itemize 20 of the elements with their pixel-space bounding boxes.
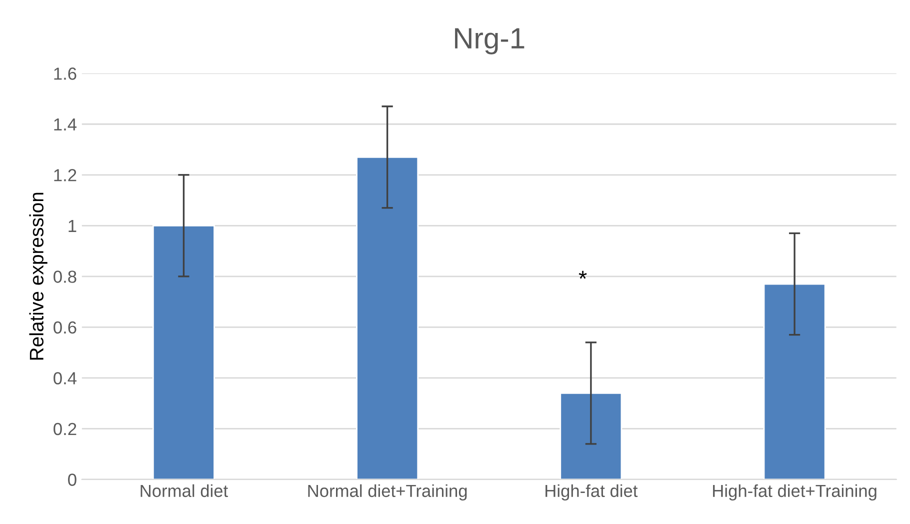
y-tick-label: 0: [68, 474, 76, 486]
y-tick-label: 0.2: [54, 422, 76, 436]
x-tick-label: Normal diet+Training: [308, 484, 467, 501]
y-tick-label: 0.8: [54, 270, 76, 283]
y-tick-label: 1.4: [54, 118, 77, 130]
y-tick-label: 0.6: [54, 321, 76, 334]
annotation: *: [578, 270, 587, 279]
y-tick-label: 1.2: [54, 169, 76, 182]
bar: [560, 392, 622, 480]
bar: [763, 283, 826, 480]
chart-title: Nrg-1: [455, 28, 524, 54]
x-tick-label: High-fat diet+Training: [713, 484, 876, 501]
x-tick-label: High-fat diet: [546, 484, 638, 501]
x-tick-label: Normal diet: [140, 484, 228, 498]
y-tick-label: 0.4: [54, 372, 77, 384]
y-axis-title: Relative expression: [29, 192, 48, 360]
y-tick-label: 1: [68, 220, 76, 232]
bar: [356, 156, 419, 480]
y-tick-label: 1.6: [54, 68, 76, 80]
bar: [152, 224, 215, 480]
